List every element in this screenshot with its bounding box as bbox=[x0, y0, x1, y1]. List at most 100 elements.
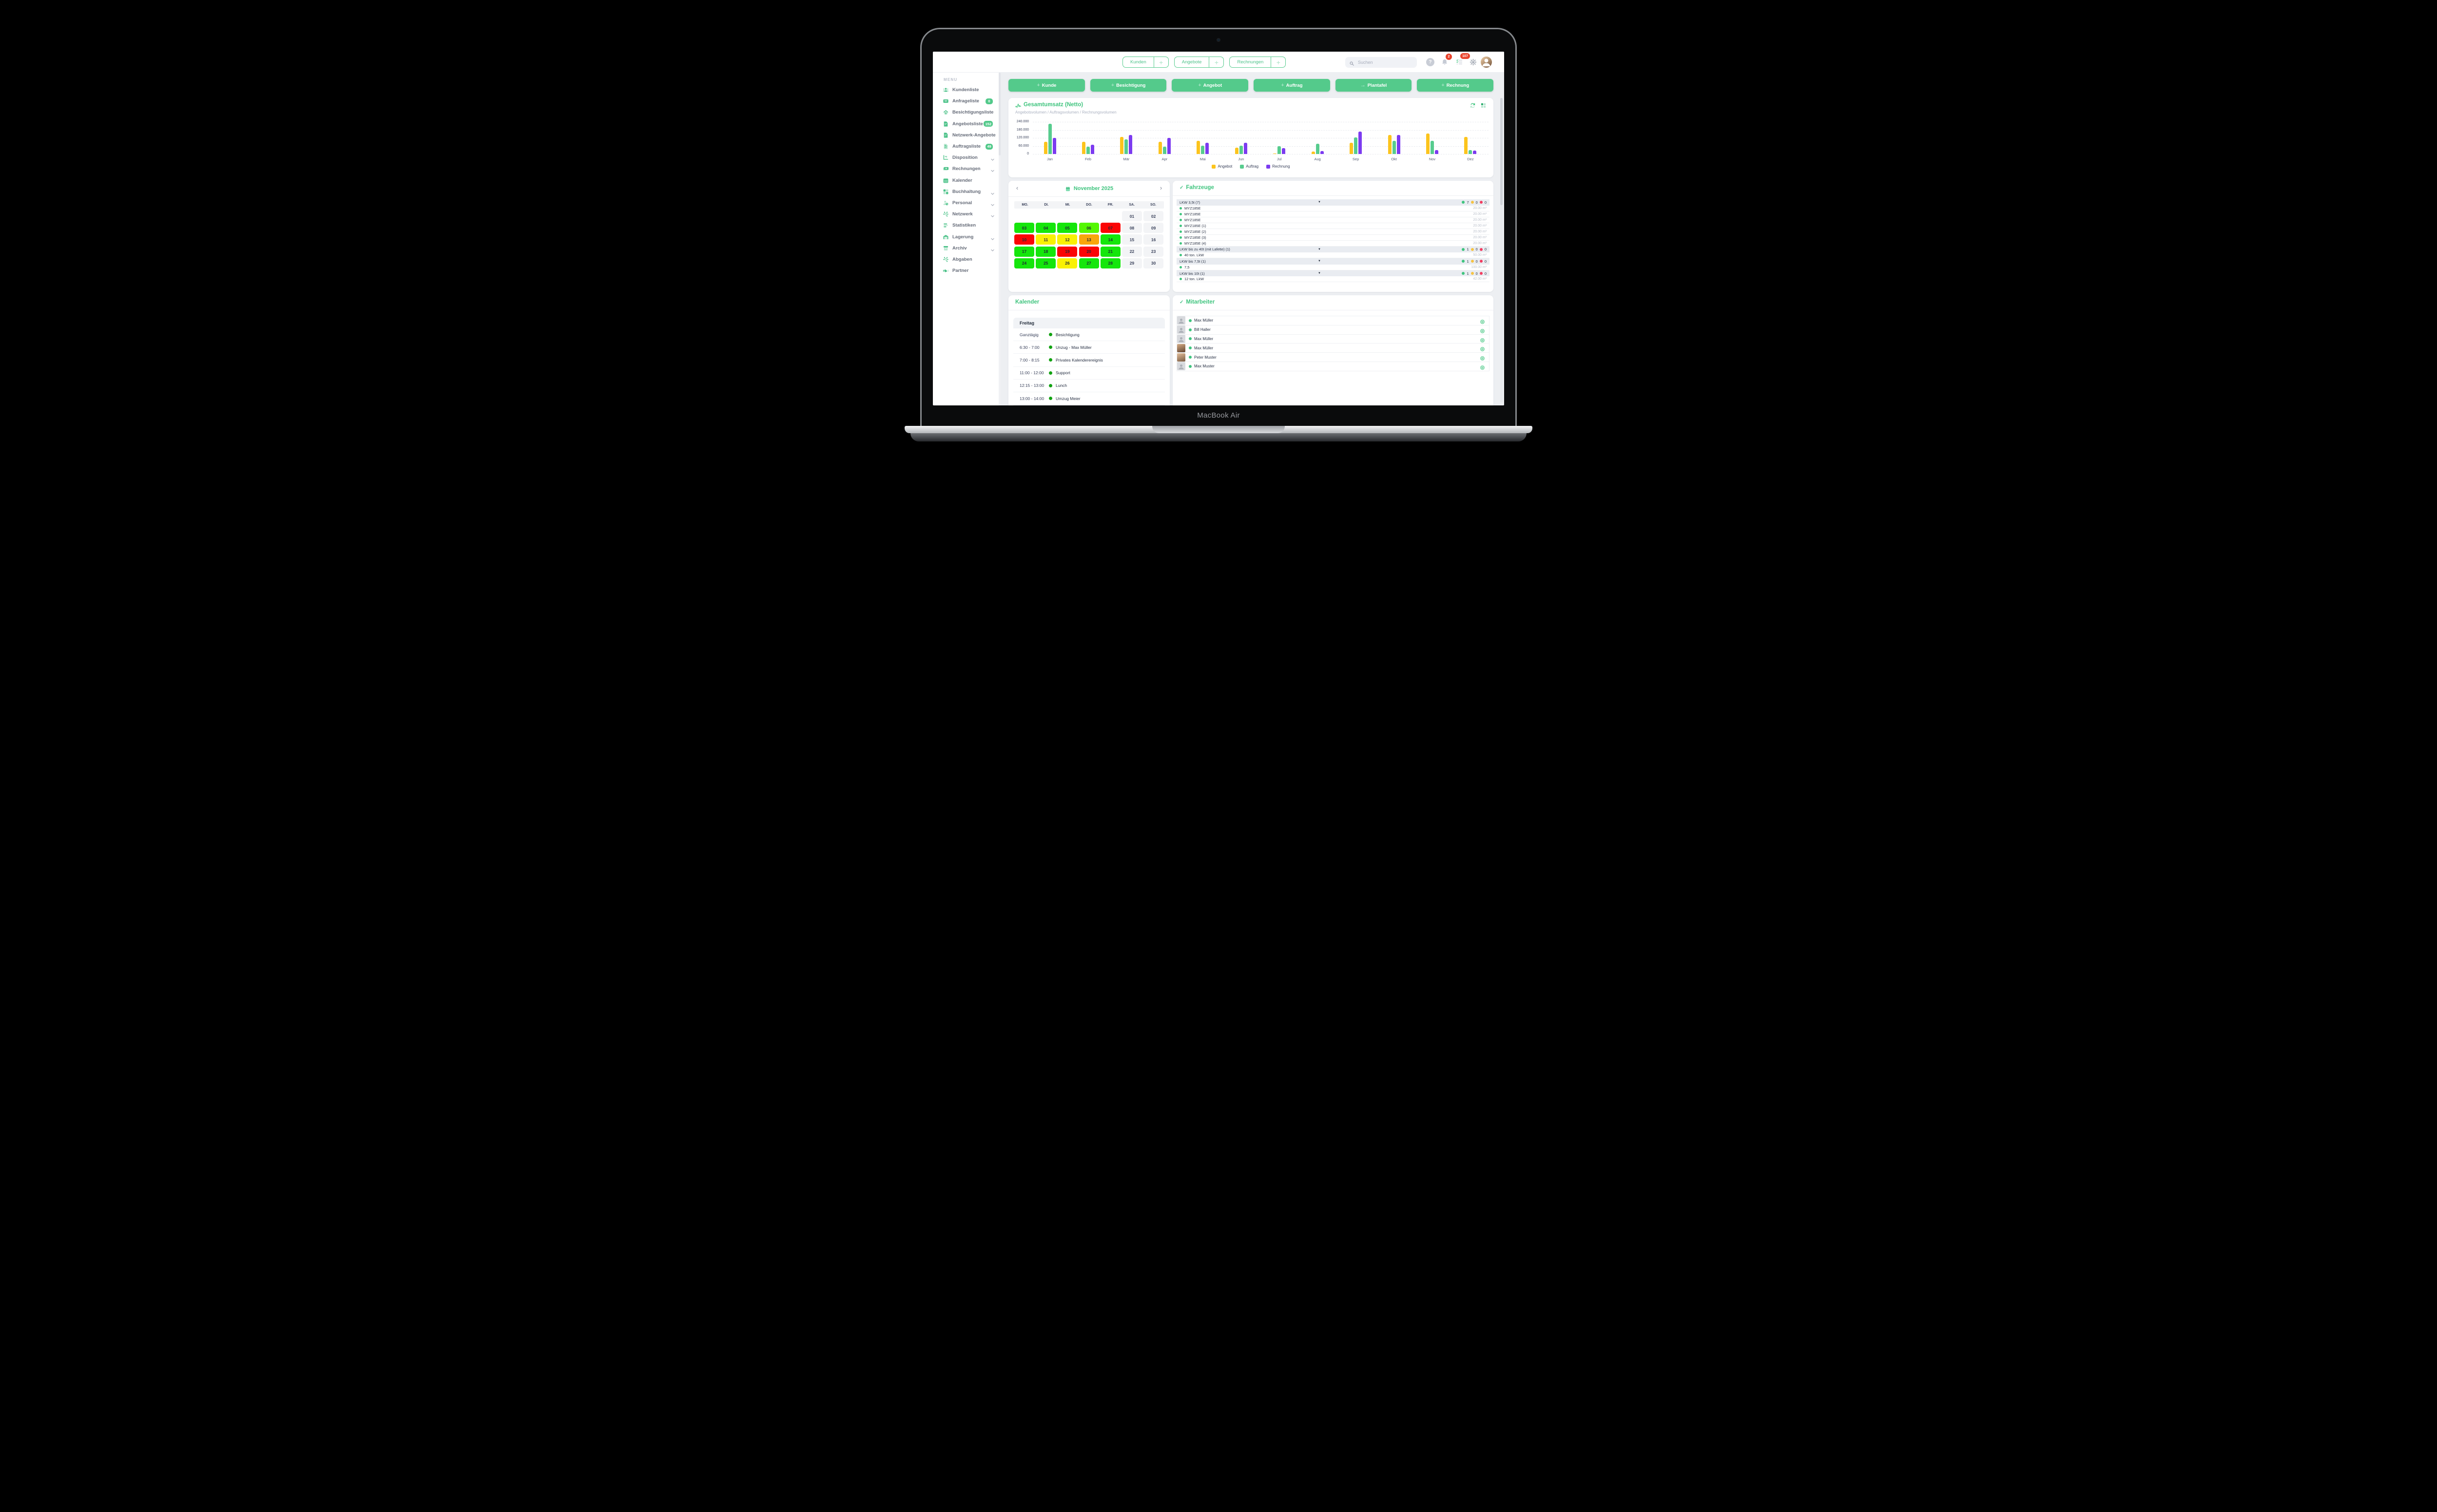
employee-row[interactable]: Max Muster bbox=[1177, 362, 1489, 371]
add-auftrag-button[interactable]: + Auftrag bbox=[1254, 79, 1330, 92]
event-row[interactable]: 13:00 - 14:00 Umzug Meier bbox=[1013, 392, 1165, 405]
calendar-day-24[interactable]: 24 bbox=[1014, 258, 1034, 268]
vehicle-row[interactable]: MYZ185E (4) 20.00 m³ bbox=[1177, 240, 1489, 247]
add-angebot-button[interactable]: + Angebot bbox=[1172, 79, 1249, 92]
calendar-day-08[interactable]: 08 bbox=[1122, 223, 1142, 233]
calendar-day-23[interactable]: 23 bbox=[1143, 246, 1164, 257]
vehicle-row[interactable]: 40 ton. LkW 50.00 m³ bbox=[1177, 252, 1489, 259]
sidebar-item-partner[interactable]: Partner bbox=[933, 265, 1001, 276]
calendar-day-17[interactable]: 17 bbox=[1014, 246, 1034, 257]
tab-add-button[interactable]: + bbox=[1271, 57, 1285, 67]
vehicle-group-header[interactable]: LKW bis 10t (1) ▼ 1 0 0 bbox=[1177, 270, 1489, 277]
employee-row[interactable]: Max Müller bbox=[1177, 316, 1489, 325]
vehicle-row[interactable]: MYZ185E (2) 20.00 m³ bbox=[1177, 229, 1489, 235]
vehicle-row[interactable]: 7,5 100.00 m³ bbox=[1177, 264, 1489, 270]
event-row[interactable]: 6:30 - 7:00 Unzug - Max Müller bbox=[1013, 341, 1165, 354]
calendar-day-25[interactable]: 25 bbox=[1036, 258, 1056, 268]
calendar-day-11[interactable]: 11 bbox=[1036, 234, 1056, 245]
vehicle-row[interactable]: MYZ185E (1) 20.00 m³ bbox=[1177, 223, 1489, 229]
sidebar-item-archiv[interactable]: Archiv bbox=[933, 243, 1001, 254]
filter-funnel-icon[interactable]: ▼ bbox=[1318, 201, 1321, 204]
sidebar-scrollbar[interactable] bbox=[999, 73, 1001, 405]
calendar-day-14[interactable]: 14 bbox=[1100, 234, 1121, 245]
event-row[interactable]: 7:00 - 8:15 Privates Kalenderereignis bbox=[1013, 354, 1165, 366]
calendar-day-02[interactable]: 02 bbox=[1143, 211, 1164, 221]
event-row[interactable]: Ganztägig Besichtigung bbox=[1013, 328, 1165, 341]
notifications-bell-icon[interactable] bbox=[1440, 58, 1449, 66]
vehicle-row[interactable]: MYZ185E 20.00 m³ bbox=[1177, 217, 1489, 223]
sidebar-item-netzwerk-angebote[interactable]: Netzwerk-Angebote bbox=[933, 130, 1001, 141]
view-employee-button[interactable] bbox=[1480, 345, 1485, 352]
calendar-day-10[interactable]: 10 bbox=[1014, 234, 1034, 245]
sidebar-item-kalender[interactable]: Kalender bbox=[933, 175, 1001, 186]
filter-funnel-icon[interactable]: ▼ bbox=[1318, 260, 1321, 263]
calendar-day-04[interactable]: 04 bbox=[1036, 223, 1056, 233]
filter-funnel-icon[interactable]: ▼ bbox=[1318, 248, 1321, 251]
sidebar-item-besichtigungsliste[interactable]: Besichtigungsliste bbox=[933, 107, 1001, 118]
vehicle-row[interactable]: 12 ton. LkW 42.00 m³ bbox=[1177, 276, 1489, 283]
main-scrollbar[interactable] bbox=[1500, 98, 1503, 402]
view-employee-button[interactable] bbox=[1480, 364, 1485, 370]
view-employee-button[interactable] bbox=[1480, 327, 1485, 333]
vehicle-group-header[interactable]: LKW 3,5t (7) ▼ 7 0 0 bbox=[1177, 199, 1489, 206]
add-kunde-button[interactable]: + Kunde bbox=[1008, 79, 1085, 92]
tab-rechnungen[interactable]: Rechnungen + bbox=[1229, 57, 1286, 68]
task-list-icon[interactable] bbox=[1455, 58, 1464, 66]
calendar-day-30[interactable]: 30 bbox=[1143, 258, 1164, 268]
calendar-day-29[interactable]: 29 bbox=[1122, 258, 1142, 268]
add-rechnung-button[interactable]: + Rechnung bbox=[1417, 79, 1494, 92]
calendar-day-20[interactable]: 20 bbox=[1079, 246, 1099, 257]
event-row[interactable]: 11:00 - 12:00 Support bbox=[1013, 366, 1165, 379]
calendar-day-18[interactable]: 18 bbox=[1036, 246, 1056, 257]
sidebar-item-netzwerk[interactable]: Netzwerk bbox=[933, 209, 1001, 220]
calendar-day-12[interactable]: 12 bbox=[1057, 234, 1078, 245]
tab-angebote[interactable]: Angebote + bbox=[1174, 57, 1224, 68]
employee-row[interactable]: Peter Muster bbox=[1177, 353, 1489, 362]
calendar-day-26[interactable]: 26 bbox=[1057, 258, 1078, 268]
calendar-day-27[interactable]: 27 bbox=[1079, 258, 1099, 268]
calendar-day-22[interactable]: 22 bbox=[1122, 246, 1142, 257]
calendar-day-28[interactable]: 28 bbox=[1100, 258, 1121, 268]
calendar-day-05[interactable]: 05 bbox=[1057, 223, 1078, 233]
sidebar-item-auftragsliste[interactable]: Auftragsliste 49 bbox=[933, 141, 1001, 152]
filter-funnel-icon[interactable]: ▼ bbox=[1318, 272, 1321, 275]
expand-grid-icon[interactable] bbox=[1480, 102, 1487, 109]
vehicle-row[interactable]: MYZ185E 20.00 m³ bbox=[1177, 205, 1489, 211]
calendar-day-06[interactable]: 06 bbox=[1079, 223, 1099, 233]
sidebar-item-buchhaltung[interactable]: Buchhaltung bbox=[933, 186, 1001, 197]
sidebar-item-statistiken[interactable]: Statistiken bbox=[933, 220, 1001, 231]
sidebar-item-personal[interactable]: Personal bbox=[933, 197, 1001, 209]
sidebar-item-anfrageliste[interactable]: Anfrageliste 0 bbox=[933, 96, 1001, 107]
calendar-day-01[interactable]: 01 bbox=[1122, 211, 1142, 221]
help-icon[interactable]: ? bbox=[1426, 58, 1434, 66]
calendar-day-16[interactable]: 16 bbox=[1143, 234, 1164, 245]
vehicle-row[interactable]: MYZ185E (3) 20.00 m³ bbox=[1177, 234, 1489, 241]
tab-add-button[interactable]: + bbox=[1153, 57, 1168, 67]
calendar-next-button[interactable]: › bbox=[1160, 184, 1162, 191]
sidebar-item-rechnungen[interactable]: Rechnungen bbox=[933, 163, 1001, 174]
open-plantafel-button[interactable]: → Plantafel bbox=[1335, 79, 1412, 92]
view-employee-button[interactable] bbox=[1480, 337, 1485, 343]
settings-gear-icon[interactable] bbox=[1469, 58, 1477, 66]
tab-kunden[interactable]: Kunden + bbox=[1122, 57, 1169, 68]
sidebar-item-disposition[interactable]: Disposition bbox=[933, 152, 1001, 163]
add-besichtigung-button[interactable]: + Besichtigung bbox=[1090, 79, 1167, 92]
employee-row[interactable]: Bill Haller bbox=[1177, 325, 1489, 335]
sidebar-item-lagerung[interactable]: Lagerung bbox=[933, 231, 1001, 242]
refresh-icon[interactable] bbox=[1470, 102, 1476, 109]
sidebar-item-angebotsliste[interactable]: Angebotsliste 152 bbox=[933, 118, 1001, 130]
view-employee-button[interactable] bbox=[1480, 355, 1485, 361]
sidebar-item-abgaben[interactable]: Abgaben bbox=[933, 254, 1001, 265]
calendar-day-13[interactable]: 13 bbox=[1079, 234, 1099, 245]
user-avatar[interactable] bbox=[1481, 57, 1492, 68]
sidebar-item-kundenliste[interactable]: Kundenliste bbox=[933, 84, 1001, 96]
calendar-day-03[interactable]: 03 bbox=[1014, 223, 1034, 233]
calendar-day-07[interactable]: 07 bbox=[1100, 223, 1121, 233]
calendar-day-15[interactable]: 15 bbox=[1122, 234, 1142, 245]
vehicle-group-header[interactable]: LKW bis 7,5t (1) ▼ 1 0 0 bbox=[1177, 258, 1489, 265]
calendar-day-21[interactable]: 21 bbox=[1100, 246, 1121, 257]
main-scrollbar-thumb[interactable] bbox=[1500, 98, 1503, 205]
vehicle-group-header[interactable]: LKW bis zu 40t (mit Lafette) (1) ▼ 1 0 0 bbox=[1177, 246, 1489, 253]
employee-row[interactable]: Max Müller bbox=[1177, 344, 1489, 353]
tab-add-button[interactable]: + bbox=[1209, 57, 1223, 67]
